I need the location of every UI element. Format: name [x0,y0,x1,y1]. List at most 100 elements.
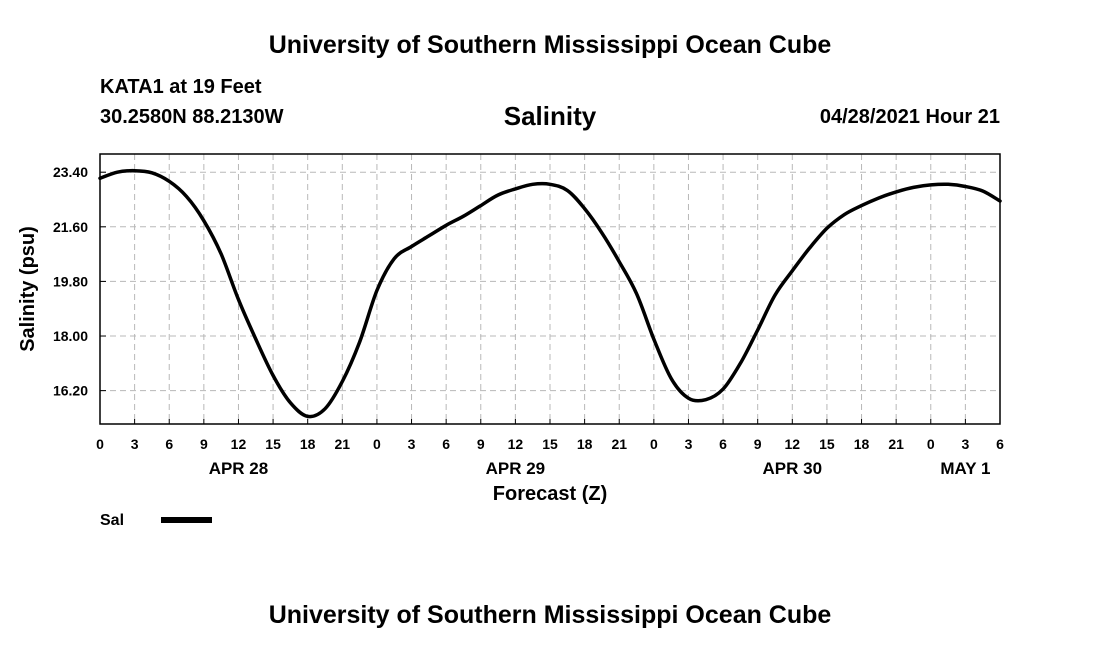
data-point-sal [376,290,378,292]
station-label: KATA1 at 19 Feet [100,76,262,98]
chart-series [98,168,1002,419]
data-point-sal [411,246,413,248]
data-point-sal [861,205,863,207]
data-point-sal [757,329,759,331]
data-point-sal [584,208,586,210]
x-tick-label: 9 [754,436,762,452]
data-point-sal [186,196,188,198]
x-tick-label: 6 [719,436,727,452]
plot-title: Salinity [503,101,597,131]
data-point-sal [151,172,153,174]
data-point-sal [445,225,447,227]
data-point-sal [740,363,742,365]
x-tick-label: 12 [785,436,801,452]
x-date-label: MAY 1 [940,459,990,478]
data-point-sal [134,170,136,172]
series-line-sal [98,168,1002,419]
data-point-sal [290,402,292,404]
data-point-sal [878,197,880,199]
x-tick-label: 12 [231,436,247,452]
x-date-label: APR 30 [763,459,823,478]
data-point-sal [670,378,672,380]
data-point-sal [843,214,845,216]
data-point-sal [688,397,690,399]
data-point-sal [982,190,984,192]
x-tick-label: 0 [650,436,658,452]
data-point-sal [532,184,534,186]
x-tick-label: 18 [577,436,593,452]
x-tick-label: 3 [685,436,693,452]
data-point-sal [203,220,205,222]
data-point-sal [895,191,897,193]
data-point-sal [774,294,776,296]
data-point-sal [965,186,967,188]
data-point-sal [515,188,517,190]
bottom-title: University of Southern Mississippi Ocean… [268,601,832,629]
data-point-sal [480,205,482,207]
x-axis-ticks: 0 3 6 9 12 15 18 21 0 3 6 9 12 15 18 21 0 3 6 9 12 15 18 21 0 3 6 [96,419,1004,452]
data-point-sal [393,258,395,260]
x-tick-label: 21 [888,436,904,452]
chart-legend: Sal [100,512,212,529]
chart-grid [100,154,1000,424]
x-tick-label: 21 [611,436,627,452]
y-tick-label: 21.60 [53,219,88,235]
x-tick-label: 3 [131,436,139,452]
data-point-sal [722,388,724,390]
data-point-sal [220,253,222,255]
data-point-sal [238,299,240,301]
x-tick-label: 3 [408,436,416,452]
x-tick-label: 6 [442,436,450,452]
x-tick-label: 0 [927,436,935,452]
x-tick-label: 9 [200,436,208,452]
y-tick-label: 23.40 [53,164,88,180]
data-point-sal [117,171,119,173]
coordinates-label: 30.2580N 88.2130W [100,106,284,128]
y-tick-label: 19.80 [53,273,88,289]
data-point-sal [792,270,794,272]
y-axis-title: Salinity (psu) [17,226,39,352]
data-point-sal [272,375,274,377]
data-point-sal [653,338,655,340]
x-tick-label: 18 [854,436,870,452]
x-tick-label: 12 [508,436,524,452]
data-point-sal [307,416,309,418]
data-point-sal [930,184,932,186]
x-tick-label: 15 [542,436,558,452]
data-point-sal [463,215,465,217]
y-tick-label: 16.20 [53,383,88,399]
x-tick-label: 9 [477,436,485,452]
data-point-sal [809,247,811,249]
top-title: University of Southern Mississippi Ocean… [268,31,832,59]
x-axis-title: Forecast (Z) [493,483,607,505]
data-point-sal [705,399,707,401]
data-point-sal [168,181,170,183]
x-tick-label: 15 [819,436,835,452]
x-tick-label: 21 [335,436,351,452]
x-axis-date-labels: APR 28 APR 29 APR 30 MAY 1 [209,459,991,478]
plot-frame [99,153,1001,425]
x-tick-label: 6 [996,436,1004,452]
data-point-sal [359,341,361,343]
data-point-sal [342,381,344,383]
run-time-label: 04/28/2021 Hour 21 [819,106,1000,128]
y-axis-ticks: 16.20 18.00 19.80 21.60 23.40 [53,164,106,399]
data-point-sal [549,184,551,186]
data-point-sal [826,228,828,230]
x-tick-label: 15 [265,436,281,452]
y-tick-label: 18.00 [53,328,88,344]
x-tick-label: 0 [373,436,381,452]
data-point-sal [947,184,949,186]
data-point-sal [636,293,638,295]
data-point-sal [567,190,569,192]
data-point-sal [255,338,257,340]
x-tick-label: 18 [300,436,316,452]
x-date-label: APR 28 [209,459,269,478]
legend-label-sal: Sal [100,512,124,529]
x-tick-label: 0 [96,436,104,452]
data-point-sal [618,261,620,263]
x-date-label: APR 29 [486,459,546,478]
x-tick-label: 3 [961,436,969,452]
data-point-sal [601,232,603,234]
